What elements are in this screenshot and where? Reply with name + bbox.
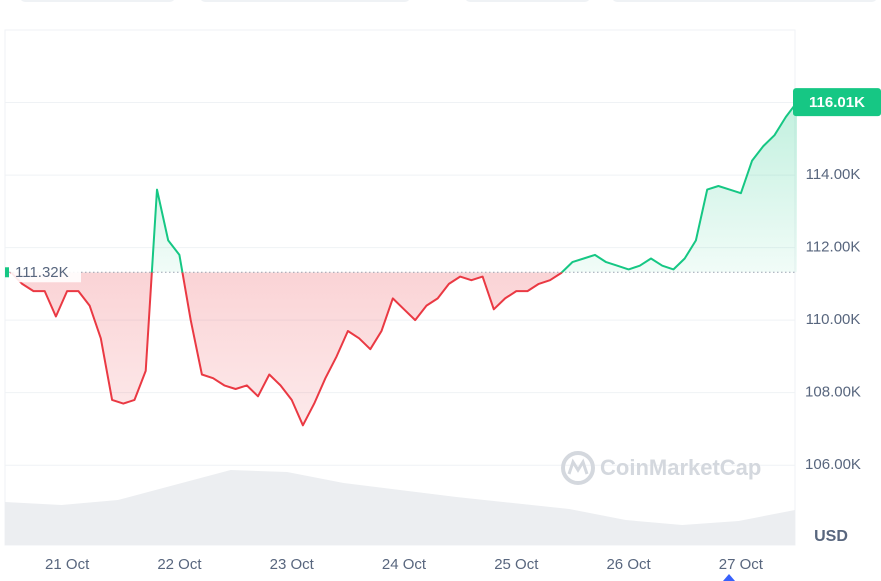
price-line (10, 101, 798, 427)
price-area (11, 102, 797, 426)
y-tick-label: 106.00K (805, 456, 861, 473)
baseline-label: 111.32K (15, 264, 69, 281)
x-tick-label: 25 Oct (494, 556, 539, 573)
baseline-marker (5, 267, 9, 278)
y-tick-label: 108.00K (805, 384, 861, 401)
currency-label: USD (814, 528, 848, 545)
volume-area (5, 470, 795, 545)
y-tick-label: 114.00K (806, 166, 861, 183)
last-price-badge (793, 88, 881, 117)
x-tick-label: 21 Oct (45, 556, 90, 573)
x-tick-label: 22 Oct (157, 556, 202, 573)
price (5, 101, 798, 427)
x-tick-label: 26 Oct (606, 556, 651, 573)
watermark: CoinMarketCap (561, 451, 761, 485)
baseline-label-bg (11, 262, 81, 283)
x-tick-label: 23 Oct (270, 556, 315, 573)
toolbar-chip[interactable] (200, 0, 410, 2)
y-tick-label: 110.00K (806, 311, 861, 328)
toolbar-chip[interactable] (20, 0, 175, 2)
time-marker[interactable] (723, 574, 735, 581)
volume (5, 470, 795, 545)
y-tick-label: 112.00K (806, 239, 861, 256)
labels: 106.00K 108.00K 110.00K 112.00K 114.00K 116.0… (5, 88, 881, 573)
x-tick-label: 27 Oct (719, 556, 764, 573)
toolbar-chip[interactable] (612, 0, 877, 2)
toolbar-chip[interactable] (465, 0, 590, 2)
last-price-label: 116.01K (809, 94, 865, 111)
watermark-text: CoinMarketCap (600, 455, 761, 480)
x-tick-label: 24 Oct (382, 556, 427, 573)
